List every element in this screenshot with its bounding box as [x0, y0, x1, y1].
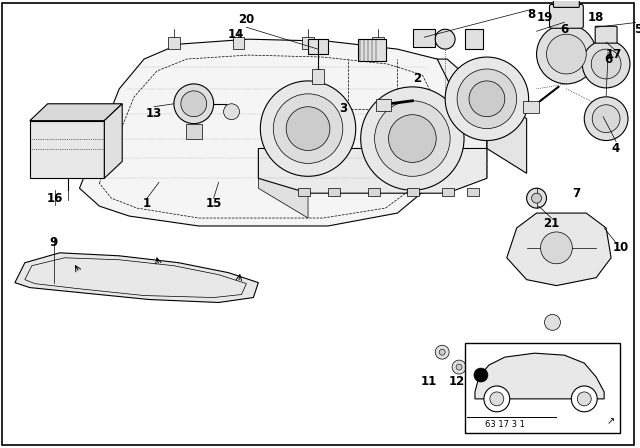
- Text: 4: 4: [612, 142, 620, 155]
- Circle shape: [469, 81, 505, 116]
- Text: 19: 19: [536, 11, 553, 24]
- Polygon shape: [259, 148, 308, 218]
- Circle shape: [547, 34, 586, 74]
- Circle shape: [361, 87, 464, 190]
- Circle shape: [388, 115, 436, 162]
- Circle shape: [582, 40, 630, 88]
- Text: 63 17 3 1: 63 17 3 1: [485, 420, 525, 429]
- Text: 18: 18: [588, 11, 604, 24]
- Bar: [358, 39, 385, 61]
- FancyBboxPatch shape: [550, 4, 583, 28]
- Polygon shape: [475, 353, 604, 399]
- Circle shape: [286, 107, 330, 151]
- Circle shape: [273, 94, 343, 164]
- Bar: [302, 37, 314, 49]
- Circle shape: [532, 193, 541, 203]
- Bar: [367, 188, 380, 196]
- Text: ↗: ↗: [607, 417, 615, 427]
- Circle shape: [545, 314, 561, 330]
- Polygon shape: [487, 94, 527, 173]
- Circle shape: [456, 364, 462, 370]
- Circle shape: [592, 105, 620, 133]
- Bar: [372, 37, 383, 49]
- Text: 6: 6: [560, 23, 568, 36]
- Text: 11: 11: [421, 375, 437, 388]
- Bar: [312, 69, 324, 84]
- Polygon shape: [259, 148, 487, 193]
- Text: 9: 9: [49, 237, 58, 250]
- Circle shape: [435, 345, 449, 359]
- FancyBboxPatch shape: [413, 29, 435, 47]
- Circle shape: [572, 386, 597, 412]
- Circle shape: [536, 24, 596, 84]
- Circle shape: [457, 69, 516, 129]
- Bar: [465, 343, 620, 433]
- Text: 20: 20: [238, 13, 255, 26]
- Bar: [328, 188, 340, 196]
- Circle shape: [435, 29, 455, 49]
- Text: 6: 6: [604, 52, 612, 65]
- Circle shape: [445, 57, 529, 141]
- Bar: [30, 121, 104, 178]
- Bar: [467, 188, 479, 196]
- Circle shape: [174, 84, 214, 124]
- Bar: [523, 101, 538, 113]
- Text: 17: 17: [606, 47, 622, 60]
- Circle shape: [223, 104, 239, 120]
- Bar: [442, 188, 454, 196]
- Polygon shape: [79, 39, 452, 226]
- Circle shape: [374, 101, 450, 177]
- Circle shape: [439, 349, 445, 355]
- Text: 2: 2: [413, 73, 421, 86]
- Text: 8: 8: [527, 8, 536, 21]
- Circle shape: [591, 49, 621, 79]
- Polygon shape: [186, 124, 202, 138]
- Circle shape: [490, 392, 504, 406]
- Bar: [308, 39, 328, 54]
- Circle shape: [584, 97, 628, 141]
- Text: 10: 10: [613, 241, 629, 254]
- Circle shape: [484, 386, 509, 412]
- Text: 21: 21: [543, 216, 559, 229]
- Circle shape: [577, 392, 591, 406]
- Polygon shape: [104, 104, 122, 178]
- Text: 1: 1: [143, 197, 151, 210]
- Polygon shape: [507, 213, 611, 286]
- FancyBboxPatch shape: [465, 29, 483, 49]
- Bar: [298, 188, 310, 196]
- Bar: [376, 99, 392, 111]
- Text: 12: 12: [449, 375, 465, 388]
- Bar: [232, 37, 244, 49]
- Text: 16: 16: [47, 192, 63, 205]
- Text: 14: 14: [227, 28, 244, 41]
- Bar: [168, 37, 180, 49]
- FancyBboxPatch shape: [554, 0, 579, 7]
- Polygon shape: [15, 253, 259, 302]
- Circle shape: [260, 81, 356, 177]
- Circle shape: [452, 360, 466, 374]
- Text: 5: 5: [634, 23, 640, 36]
- Circle shape: [527, 188, 547, 208]
- Polygon shape: [30, 104, 122, 121]
- Circle shape: [474, 368, 488, 382]
- Circle shape: [181, 91, 207, 116]
- FancyBboxPatch shape: [595, 26, 617, 43]
- Text: 3: 3: [339, 102, 347, 115]
- Bar: [408, 188, 419, 196]
- Text: 15: 15: [205, 197, 222, 210]
- Text: 7: 7: [572, 187, 580, 200]
- Circle shape: [541, 232, 572, 264]
- Text: 13: 13: [146, 107, 162, 120]
- Polygon shape: [259, 59, 487, 178]
